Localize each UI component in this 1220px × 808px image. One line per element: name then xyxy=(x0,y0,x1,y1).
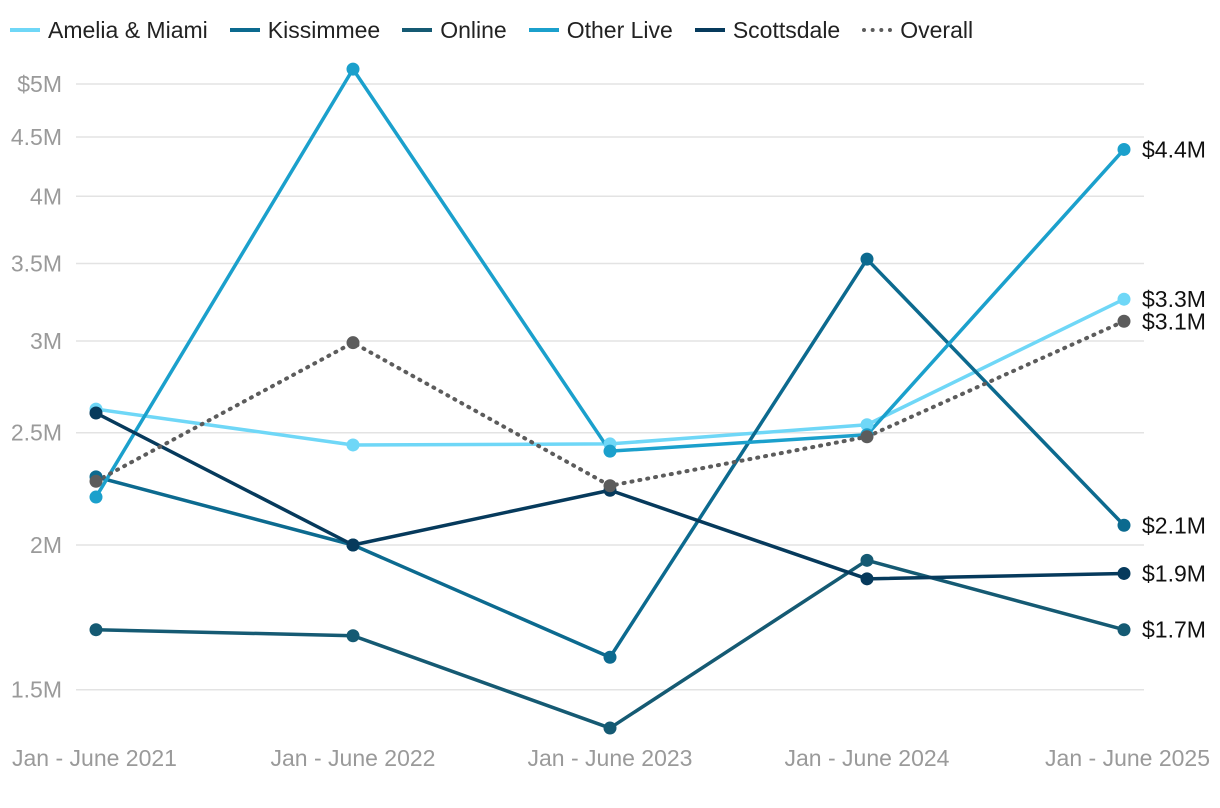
data-point xyxy=(860,430,874,444)
legend-swatch xyxy=(402,28,433,32)
data-point xyxy=(1117,142,1131,156)
x-tick-label: Jan - June 2024 xyxy=(785,745,950,771)
legend-label: Overall xyxy=(900,16,974,43)
legend-label: Scottsdale xyxy=(732,16,841,43)
y-tick-label: 1.5M xyxy=(11,677,62,703)
end-value-label: $3.3M xyxy=(1142,286,1206,312)
y-tick-label: $5M xyxy=(17,71,62,97)
x-tick-label: Jan - June 2023 xyxy=(528,745,693,771)
legend-item: Other Live xyxy=(528,16,673,44)
end-value-label: $4.4M xyxy=(1142,136,1206,162)
legend-swatch xyxy=(694,28,725,32)
series-line xyxy=(94,558,1126,730)
y-tick-label: 4.5M xyxy=(11,124,62,150)
data-point xyxy=(860,252,874,266)
y-tick-label: 4M xyxy=(30,183,62,209)
data-point xyxy=(603,721,617,735)
chart-legend: Amelia & Miami Kissimmee Online Other Live S… xyxy=(10,14,973,46)
data-point xyxy=(860,418,874,432)
legend-item: Online xyxy=(402,16,507,44)
end-value-label: $3.1M xyxy=(1142,308,1206,334)
data-point xyxy=(346,62,360,76)
legend-swatch xyxy=(862,28,893,32)
y-tick-label: 3M xyxy=(30,328,62,354)
data-point xyxy=(1117,314,1131,328)
x-tick-label: Jan - June 2021 xyxy=(12,745,177,771)
data-point xyxy=(346,538,360,552)
end-value-label: $1.9M xyxy=(1142,560,1206,586)
x-tick-label: Jan - June 2025 xyxy=(1045,745,1210,771)
data-point xyxy=(89,490,103,504)
y-tick-label: 3.5M xyxy=(11,250,62,276)
y-tick-label: 2.5M xyxy=(11,420,62,446)
legend-swatch xyxy=(10,28,40,32)
end-value-label: $2.1M xyxy=(1142,512,1206,538)
data-point xyxy=(860,553,874,567)
data-point xyxy=(346,336,360,350)
series-line xyxy=(94,319,1126,488)
legend-item: Amelia & Miami xyxy=(10,17,208,44)
data-point xyxy=(89,474,103,488)
data-point xyxy=(603,650,617,664)
legend-swatch xyxy=(528,28,559,32)
data-point xyxy=(89,623,103,637)
data-point xyxy=(1117,623,1131,637)
data-point xyxy=(1117,566,1131,580)
data-point xyxy=(346,629,360,643)
legend-label: Online xyxy=(440,16,507,43)
legend-item: Overall xyxy=(862,17,973,44)
data-point xyxy=(1117,518,1131,532)
data-point xyxy=(346,438,360,452)
legend-item: Scottsdale xyxy=(694,16,841,44)
y-tick-label: 2M xyxy=(30,532,62,558)
legend-label: Amelia & Miami xyxy=(48,16,208,43)
data-point xyxy=(603,479,617,493)
x-tick-label: Jan - June 2022 xyxy=(271,745,436,771)
legend-label: Kissimmee xyxy=(267,16,381,43)
data-point xyxy=(603,444,617,458)
legend-item: Kissimmee xyxy=(229,16,381,44)
data-point xyxy=(860,572,874,586)
data-point xyxy=(1117,292,1131,306)
data-point xyxy=(89,406,103,420)
legend-label: Other Live xyxy=(566,16,673,43)
end-value-label: $1.7M xyxy=(1142,617,1206,643)
legend-swatch xyxy=(229,28,260,32)
